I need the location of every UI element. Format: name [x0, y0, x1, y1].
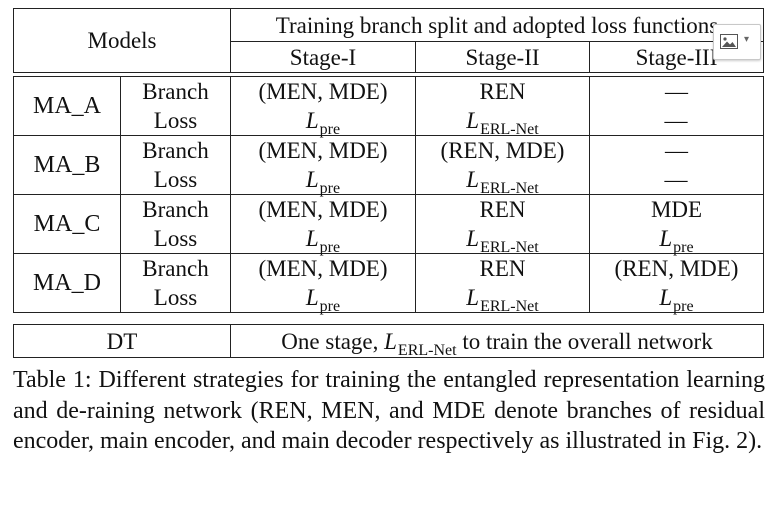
table-caption: Table 1: Different strategies for traini…	[13, 367, 765, 454]
branch-cell-stage-1: (MEN, MDE)	[230, 253, 416, 283]
loss-symbol: L	[305, 108, 319, 133]
loss-subscript: ERL-Net	[480, 180, 539, 197]
branch-label: Branch	[120, 253, 231, 283]
loss-cell-stage-3: —	[589, 165, 764, 195]
dt-label: DT	[13, 324, 231, 358]
table-row: Loss Lpre LERL-Net Lpre	[14, 283, 764, 315]
loss-subscript: pre	[673, 239, 694, 256]
branch-label: Branch	[120, 76, 231, 106]
branch-cell-stage-2: REN	[415, 76, 590, 106]
table-row: Loss Lpre LERL-Net —	[14, 106, 764, 138]
loss-subscript: pre	[319, 239, 341, 256]
model-name: MA_A	[13, 76, 121, 136]
loss-symbol: L	[659, 226, 673, 251]
model-name: MA_B	[13, 135, 121, 195]
loss-label: Loss	[120, 165, 231, 195]
table-header: Models Training branch split and adopted…	[13, 8, 765, 73]
loss-cell-stage-1: Lpre	[230, 165, 416, 197]
loss-subscript: pre	[319, 298, 341, 315]
loss-cell-stage-3: Lpre	[589, 224, 764, 256]
branch-cell-stage-1: (MEN, MDE)	[230, 194, 416, 224]
table-row: Loss Lpre LERL-Net Lpre	[14, 224, 764, 256]
loss-symbol: L	[305, 285, 319, 310]
loss-cell-stage-2: LERL-Net	[415, 224, 590, 256]
table-dt: DT One stage, LERL-Net to train the over…	[13, 324, 764, 358]
loss-label: Loss	[120, 224, 231, 254]
loss-symbol: L	[466, 226, 480, 251]
loss-subscript: ERL-Net	[480, 121, 539, 138]
branch-cell-stage-1: (MEN, MDE)	[230, 76, 416, 106]
loss-symbol: —	[664, 167, 688, 192]
loss-subscript: pre	[319, 180, 341, 197]
training-span-header: Training branch split and adopted loss f…	[229, 8, 765, 42]
loss-symbol: L	[305, 226, 319, 251]
loss-cell-stage-3: —	[589, 106, 764, 136]
table-body: MA_A Branch (MEN, MDE) REN — Loss Lpre LERL-Net…	[13, 76, 764, 315]
branch-cell-stage-3: (REN, MDE)	[589, 253, 764, 283]
branch-cell-stage-3: —	[589, 76, 764, 106]
model-name: MA_C	[13, 194, 121, 254]
stage-1-header: Stage-I	[230, 41, 416, 73]
loss-cell-stage-2: LERL-Net	[415, 165, 590, 197]
table-row: Loss Lpre LERL-Net —	[14, 165, 764, 197]
table-row: MA_C Branch (MEN, MDE) REN MDE	[13, 194, 764, 254]
loss-subscript: ERL-Net	[480, 239, 539, 256]
branch-cell-stage-1: (MEN, MDE)	[230, 135, 416, 165]
loss-cell-stage-3: Lpre	[589, 283, 764, 315]
model-name: MA_D	[13, 253, 121, 313]
image-icon	[720, 34, 738, 54]
models-header: Models	[13, 8, 231, 73]
loss-symbol: L	[466, 167, 480, 192]
loss-cell-stage-2: LERL-Net	[415, 283, 590, 315]
branch-cell-stage-3: MDE	[589, 194, 764, 224]
table-row: MA_D Branch (MEN, MDE) REN (REN, MDE)	[13, 253, 764, 313]
loss-symbol: —	[664, 108, 688, 133]
branch-label: Branch	[120, 194, 231, 224]
loss-symbol: L	[305, 167, 319, 192]
loss-cell-stage-1: Lpre	[230, 224, 416, 256]
branch-cell-stage-3: —	[589, 135, 764, 165]
loss-subscript: ERL-Net	[480, 298, 539, 315]
branch-cell-stage-2: (REN, MDE)	[415, 135, 590, 165]
branch-label: Branch	[120, 135, 231, 165]
image-options-button[interactable]: ▾	[713, 24, 761, 60]
loss-cell-stage-2: LERL-Net	[415, 106, 590, 138]
loss-subscript: pre	[319, 121, 341, 138]
branch-cell-stage-2: REN	[415, 194, 590, 224]
branch-cell-stage-2: REN	[415, 253, 590, 283]
stage-2-header: Stage-II	[415, 41, 590, 73]
dt-description: One stage, LERL-Net to train the overall…	[230, 324, 764, 358]
loss-label: Loss	[120, 106, 231, 136]
loss-cell-stage-1: Lpre	[230, 283, 416, 315]
loss-symbol: L	[466, 285, 480, 310]
loss-symbol: L	[466, 108, 480, 133]
loss-label: Loss	[120, 283, 231, 313]
loss-subscript: pre	[673, 298, 694, 315]
loss-symbol: L	[659, 285, 673, 310]
table-row: MA_A Branch (MEN, MDE) REN —	[13, 76, 764, 136]
table-row: MA_B Branch (MEN, MDE) (REN, MDE) —	[13, 135, 764, 195]
chevron-down-icon: ▾	[744, 34, 750, 45]
loss-cell-stage-1: Lpre	[230, 106, 416, 138]
